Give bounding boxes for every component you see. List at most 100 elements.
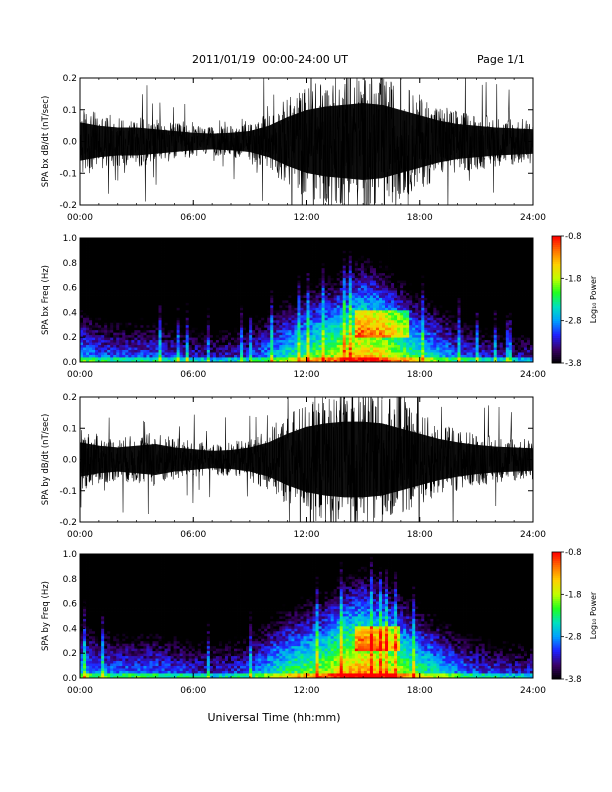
spectrogram-cell (182, 324, 187, 328)
spectrogram-cell (357, 359, 362, 363)
spectrogram-cell (255, 255, 259, 259)
spectrogram-cell (330, 352, 335, 355)
spectrogram-cell (303, 339, 307, 343)
spectrogram-cell (89, 257, 93, 261)
spectrogram-cell (158, 334, 162, 338)
spectrogram-cell (206, 357, 211, 360)
spectrogram-cell (176, 319, 181, 323)
spectrogram-cell (237, 272, 241, 276)
spectrogram-cell (243, 265, 247, 269)
spectrogram-cell (243, 247, 247, 251)
spectrogram-cell (113, 332, 117, 336)
spectrogram-cell (155, 344, 159, 348)
spectrogram-cell (330, 287, 335, 291)
spectrogram-cell (252, 344, 256, 348)
spectrogram-cell (113, 354, 117, 358)
spectrogram-cell (221, 262, 226, 266)
spectrogram-cell (372, 247, 377, 251)
spectrogram-cell (215, 300, 220, 303)
spectrogram-cell (243, 317, 247, 321)
spectrogram-cell (360, 245, 365, 249)
spectrogram-cell (348, 332, 353, 336)
spectrogram-cell (215, 307, 220, 311)
spectrogram-cell (188, 247, 193, 251)
spectrogram-cell (92, 240, 96, 244)
spectrogram-cell (185, 317, 190, 321)
spectrogram-cell (372, 349, 377, 353)
spectrogram-cell (206, 257, 211, 261)
spectrogram-cell (348, 359, 353, 363)
spectrogram-cell (315, 327, 319, 331)
spectrogram-cell (149, 302, 153, 306)
spectrogram-cell (321, 329, 326, 333)
spectrogram-cell (327, 342, 332, 346)
spectrogram-cell (224, 290, 229, 293)
spectrogram-cell (345, 285, 350, 288)
spectrogram-cell (348, 352, 353, 355)
spectrogram-cell (345, 242, 350, 246)
spectrogram-cell (261, 238, 265, 241)
spectrogram-cell (249, 295, 253, 298)
spectrogram-cell (336, 352, 341, 355)
spectrogram-cell (185, 314, 190, 318)
spectrogram-cell (218, 324, 223, 328)
spectrogram-cell (158, 354, 162, 358)
spectrogram-cell (264, 337, 268, 341)
spectrogram-cell (276, 309, 280, 313)
spectrogram-cell (351, 354, 356, 358)
spectrogram-cell (354, 290, 359, 293)
spectrogram-cell (146, 359, 150, 363)
spectrogram-cell (282, 319, 286, 323)
spectrogram-cell (80, 280, 84, 284)
spectrogram-cell (176, 242, 181, 246)
spectrogram-cell (240, 337, 244, 341)
spectrogram-cell (243, 295, 247, 298)
spectrogram-cell (227, 265, 232, 269)
spectrogram-cell (83, 300, 87, 303)
spectrogram-cell (110, 324, 114, 328)
spectrogram-cell (209, 287, 214, 291)
spectrogram-cell (240, 252, 244, 256)
spectrogram-cell (360, 290, 365, 293)
spectrogram-cell (261, 300, 265, 303)
spectrogram-cell (200, 300, 205, 303)
spectrogram-cell (315, 238, 319, 241)
spectrogram-cell (86, 272, 90, 276)
spectrogram-cell (218, 287, 223, 291)
spectrogram-cell (227, 357, 232, 360)
spectrogram-cell (212, 252, 217, 256)
spectrogram-cell (297, 322, 301, 326)
spectrogram-cell (345, 300, 350, 303)
spectrogram-cell (351, 267, 356, 271)
spectrogram-cell (333, 359, 338, 363)
spectrogram-cell (224, 322, 229, 326)
spectrogram-cell (80, 312, 84, 316)
spectrogram-cell (309, 260, 313, 264)
spectrogram-cell (158, 290, 162, 293)
spectrogram-cell (116, 277, 120, 281)
spectrogram-cell (270, 334, 274, 338)
spectrogram-cell (173, 324, 178, 328)
spectrogram-cell (212, 307, 217, 311)
spectrogram-cell (342, 312, 347, 316)
spectrogram-cell (158, 352, 162, 355)
spectrogram-cell (152, 357, 156, 360)
spectrogram-cell (336, 282, 341, 286)
spectrogram-cell (339, 359, 344, 363)
spectrogram-cell (113, 309, 117, 313)
spectrogram-cell (158, 342, 162, 346)
spectrogram-cell (83, 262, 87, 266)
spectrogram-cell (95, 312, 99, 316)
spectrogram-cell (261, 344, 265, 348)
spectrogram-cell (203, 277, 208, 281)
spectrogram-cell (107, 319, 111, 323)
spectrogram-cell (372, 292, 377, 296)
spectrogram-cell (101, 265, 105, 269)
spectrogram-cell (227, 302, 232, 306)
spectrogram-cell (330, 319, 335, 323)
spectrogram-cell (197, 312, 202, 316)
spectrogram-cell (363, 250, 368, 254)
spectrogram-cell (285, 300, 289, 303)
spectrogram-cell (282, 287, 286, 291)
spectrogram-cell (333, 285, 338, 288)
